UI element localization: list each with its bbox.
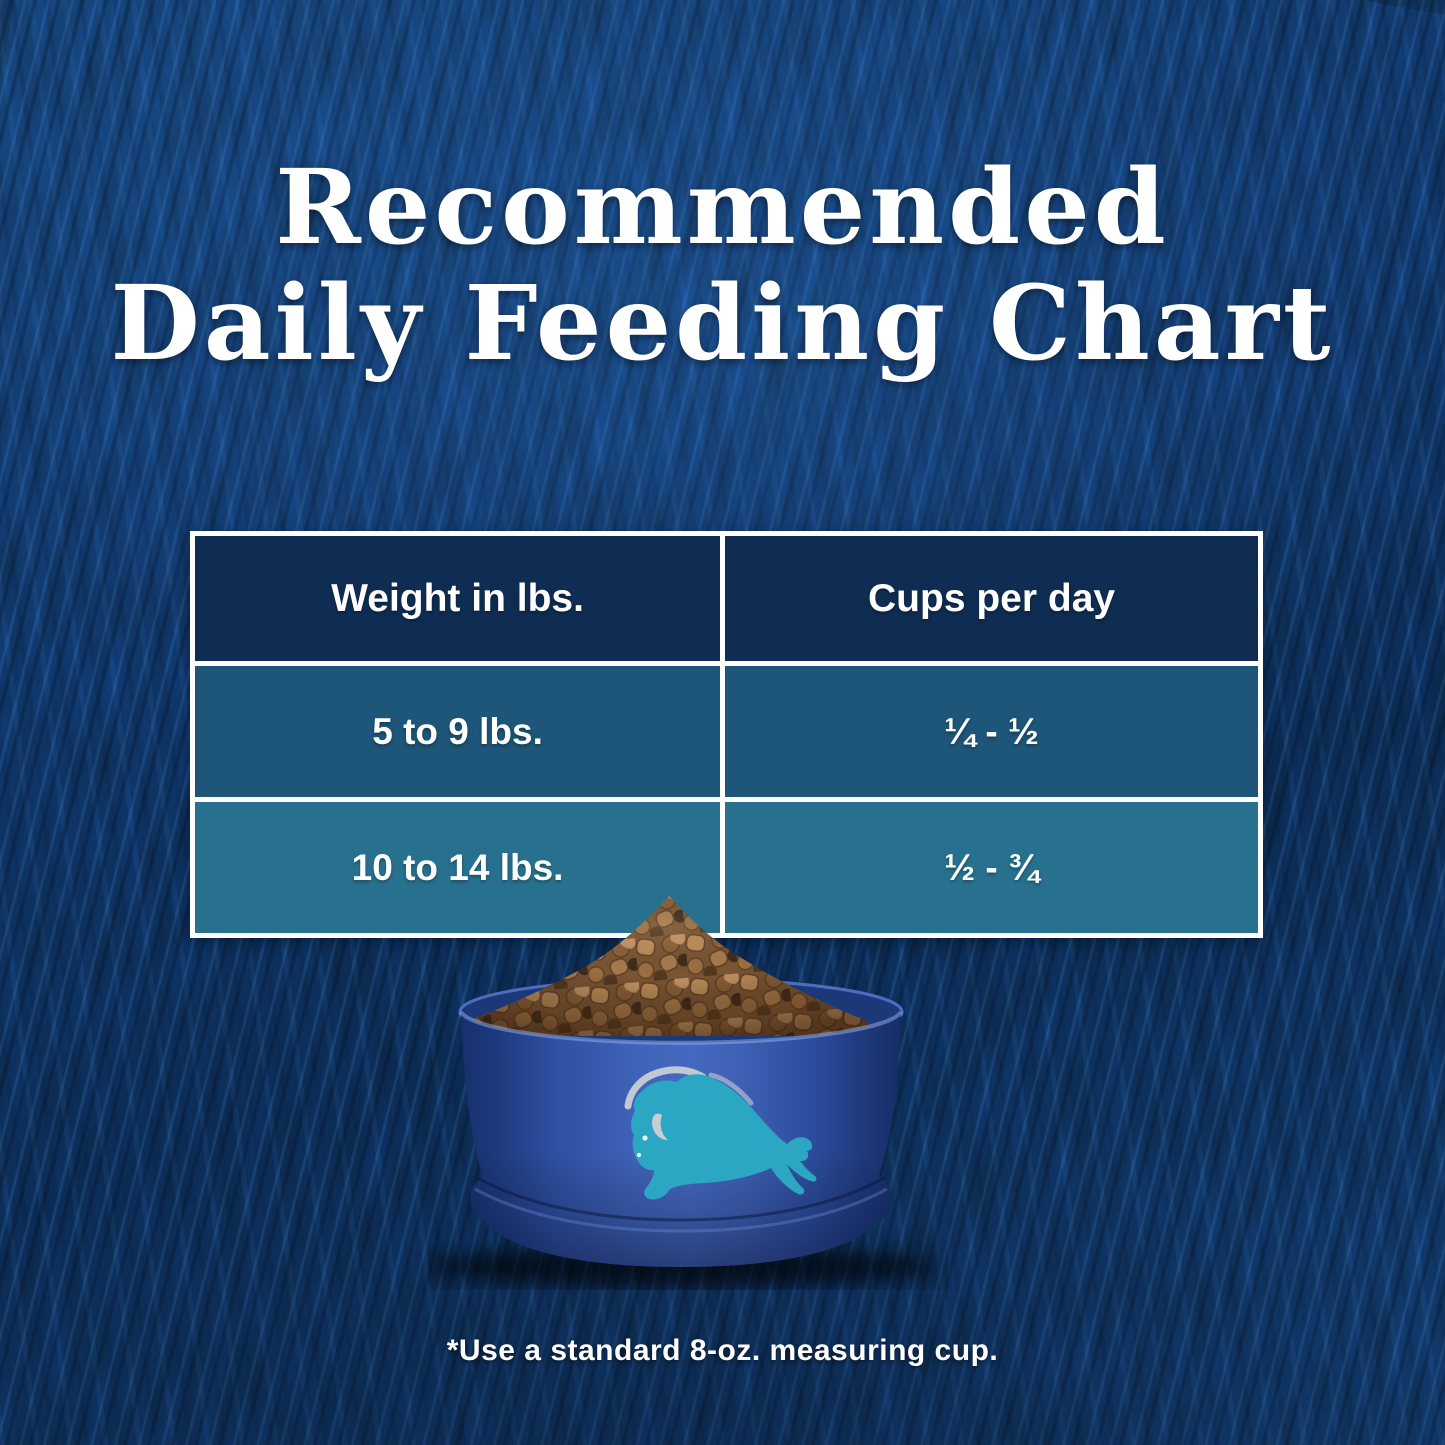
buffalo-logo-icon [624,1066,817,1200]
dog-bowl-illustration [428,896,948,1290]
feeding-table: Weight in lbs. Cups per day 5 to 9 lbs. … [190,531,1263,938]
table-row-2-cups: ½ - ¾ [725,802,1258,933]
table-row-1-cups: ¼ - ½ [725,666,1258,797]
column-header-cups: Cups per day [725,536,1258,661]
kibble-pile [467,896,870,1036]
title-line-1: Recommended [275,147,1170,268]
page-title: Recommended Daily Feeding Chart [0,147,1445,385]
column-header-weight: Weight in lbs. [195,536,721,661]
title-line-2: Daily Feeding Chart [110,263,1335,385]
footnote: *Use a standard 8-oz. measuring cup. [446,1334,999,1367]
table-row-2-weight: 10 to 14 lbs. [195,802,721,933]
table-row-1-weight: 5 to 9 lbs. [195,666,721,797]
